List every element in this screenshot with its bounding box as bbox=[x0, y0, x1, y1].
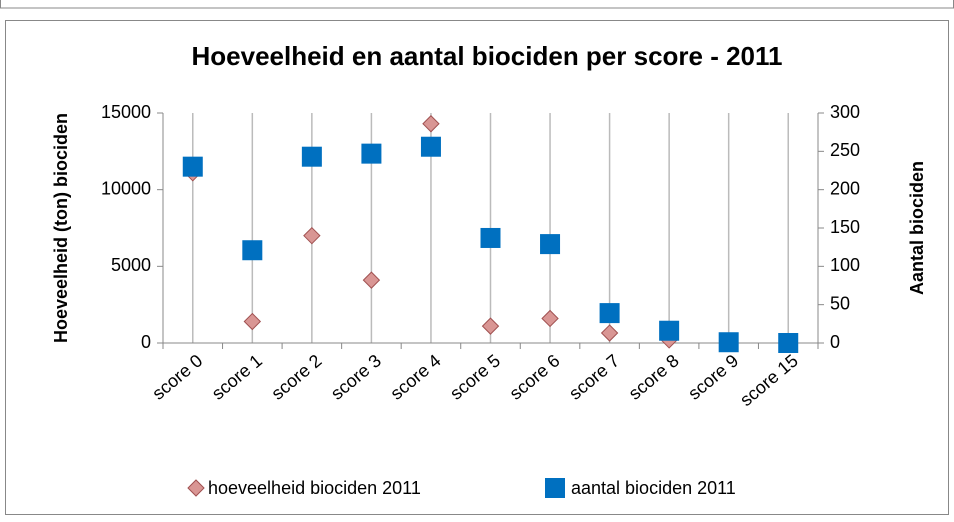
diamond-marker bbox=[187, 479, 205, 497]
y2-tick-label: 0 bbox=[830, 332, 840, 352]
y-axis-title: Hoeveelheid (ton) biociden bbox=[51, 113, 71, 343]
y-tick-label: 15000 bbox=[101, 102, 151, 122]
square-marker bbox=[301, 146, 322, 167]
square-marker bbox=[182, 156, 203, 177]
square-marker bbox=[718, 332, 739, 353]
square-marker bbox=[480, 227, 501, 248]
y2-tick-label: 100 bbox=[830, 255, 860, 275]
square-marker bbox=[361, 143, 382, 164]
frame-top bbox=[0, 0, 954, 9]
y2-tick-label: 250 bbox=[830, 140, 860, 160]
square-marker bbox=[545, 478, 565, 498]
y2-axis-title: Aantal biociden bbox=[907, 161, 927, 295]
diamond-marker bbox=[422, 115, 440, 133]
square-marker bbox=[778, 333, 799, 353]
square-marker bbox=[420, 136, 441, 157]
legend-label: hoeveelheid biociden 2011 bbox=[208, 478, 421, 498]
diamond-marker bbox=[303, 226, 321, 245]
y-tick-label: 0 bbox=[141, 332, 151, 352]
square-marker bbox=[599, 303, 620, 324]
square-marker bbox=[659, 320, 680, 341]
square-marker bbox=[540, 234, 561, 255]
y2-tick-label: 200 bbox=[830, 178, 860, 198]
square-marker bbox=[242, 240, 263, 261]
diamond-marker bbox=[243, 312, 262, 331]
y2-tick-label: 150 bbox=[830, 217, 860, 237]
chart-title: Hoeveelheid en aantal biociden per score… bbox=[191, 41, 782, 71]
y2-tick-label: 50 bbox=[830, 293, 850, 313]
diamond-marker bbox=[600, 324, 619, 342]
diamond-marker bbox=[362, 271, 381, 289]
y-tick-label: 10000 bbox=[101, 178, 151, 198]
y-tick-label: 5000 bbox=[111, 255, 151, 275]
diamond-marker bbox=[481, 317, 500, 335]
diamond-marker bbox=[541, 309, 559, 328]
y2-tick-label: 300 bbox=[830, 102, 860, 122]
legend-label: aantal biociden 2011 bbox=[571, 478, 736, 498]
